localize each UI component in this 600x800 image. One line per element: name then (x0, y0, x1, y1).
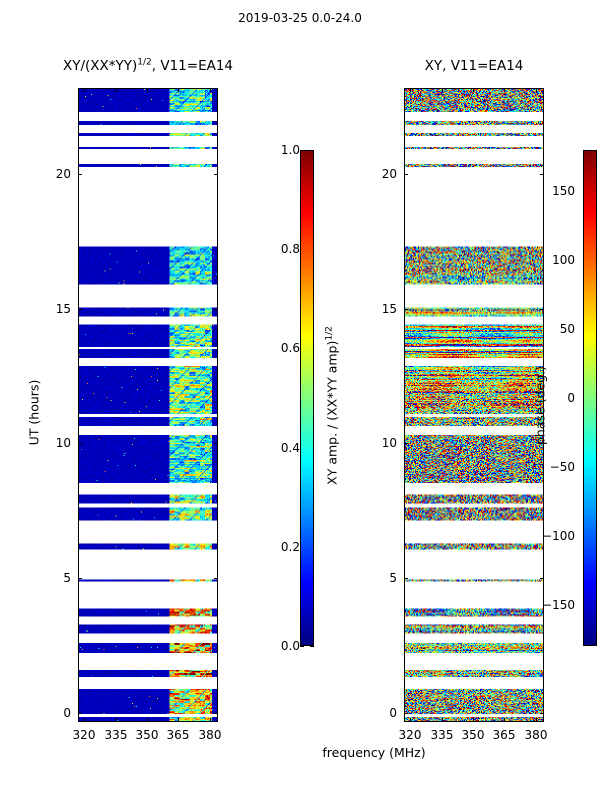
x-tick-1-4 (536, 718, 537, 722)
phase-colorbar-gradient (584, 151, 596, 645)
y-tick-1-1 (404, 578, 408, 579)
x-tick-0-0 (84, 718, 85, 722)
y-tick-0-0 (78, 713, 82, 714)
amplitude-colorbar-label-superscript: 1/2 (324, 326, 335, 341)
y-ticklabel-1-2: 10 (381, 436, 397, 450)
x-tick-top-0-1 (116, 88, 117, 92)
y-tick-right-0-1 (214, 578, 218, 579)
cbar-amp-ticklabel-2: 0.4 (280, 441, 300, 455)
left-panel-title-tail: , V11=EA14 (151, 58, 234, 74)
x-tick-top-1-1 (442, 88, 443, 92)
left-panel-title-main: XY/(XX*YY) (62, 58, 138, 74)
y-tick-right-1-2 (540, 443, 544, 444)
y-ticklabel-0-4: 20 (55, 167, 71, 181)
x-tick-top-0-4 (210, 88, 211, 92)
x-tick-top-1-4 (536, 88, 537, 92)
y-ticklabel-0-0: 0 (63, 706, 71, 720)
left-panel-title: XY/(XX*YY)1/2, V11=EA14 (48, 58, 248, 74)
left-waterfall-plot (78, 88, 218, 722)
y-tick-right-1-0 (540, 713, 544, 714)
x-ticklabel-1-4: 380 (524, 728, 548, 742)
cbar-amp-tick-r-0 (310, 646, 314, 647)
y-tick-right-0-3 (214, 309, 218, 310)
x-tick-1-0 (410, 718, 411, 722)
x-ticklabel-0-4: 380 (198, 728, 222, 742)
cbar-amp-ticklabel-4: 0.8 (280, 242, 300, 256)
cbar-phase-ticklabel-1: −100 (542, 529, 575, 543)
y-tick-1-4 (404, 174, 408, 175)
cbar-phase-ticklabel-6: 150 (552, 184, 575, 198)
y-tick-1-2 (404, 443, 408, 444)
y-tick-right-1-4 (540, 174, 544, 175)
x-tick-top-0-2 (147, 88, 148, 92)
amplitude-colorbar (300, 150, 314, 646)
phase-colorbar (583, 150, 597, 646)
cbar-phase-ticklabel-2: −50 (549, 460, 575, 474)
amplitude-colorbar-gradient (301, 151, 313, 645)
y-tick-0-4 (78, 174, 82, 175)
y-tick-right-0-4 (214, 174, 218, 175)
y-tick-right-0-0 (214, 713, 218, 714)
x-axis-label: frequency (MHz) (322, 745, 426, 760)
y-ticklabel-0-3: 15 (55, 302, 71, 316)
x-tick-top-1-2 (473, 88, 474, 92)
amplitude-ratio-heatmap (79, 89, 217, 721)
y-tick-1-0 (404, 713, 408, 714)
x-tick-0-1 (116, 718, 117, 722)
x-ticklabel-1-3: 365 (492, 728, 516, 742)
cbar-phase-ticklabel-4: 50 (559, 322, 575, 336)
y-ticklabel-1-1: 5 (389, 571, 397, 585)
y-ticklabel-1-3: 15 (381, 302, 397, 316)
left-panel-title-superscript: 1/2 (137, 57, 152, 68)
cbar-phase-ticklabel-5: 100 (552, 253, 575, 267)
x-tick-1-3 (504, 718, 505, 722)
cbar-amp-ticklabel-5: 1.0 (280, 143, 300, 157)
x-tick-top-0-0 (84, 88, 85, 92)
cbar-amp-tick-0 (300, 646, 304, 647)
x-tick-1-2 (473, 718, 474, 722)
figure-suptitle: 2019-03-25 0.0-24.0 (238, 11, 362, 25)
x-tick-1-1 (442, 718, 443, 722)
cbar-amp-ticklabel-3: 0.6 (280, 341, 300, 355)
y-ticklabel-0-2: 10 (55, 436, 71, 450)
y-ticklabel-1-4: 20 (381, 167, 397, 181)
y-ticklabel-0-1: 5 (63, 571, 71, 585)
amplitude-colorbar-label-main: XY amp. / (XX*YY amp) (324, 340, 340, 485)
x-tick-top-0-3 (178, 88, 179, 92)
y-tick-right-1-3 (540, 309, 544, 310)
y-tick-0-1 (78, 578, 82, 579)
y-tick-0-3 (78, 309, 82, 310)
cbar-amp-ticklabel-1: 0.2 (280, 540, 300, 554)
y-tick-right-0-2 (214, 443, 218, 444)
x-ticklabel-1-0: 320 (398, 728, 422, 742)
cbar-phase-ticklabel-0: −150 (542, 598, 575, 612)
x-ticklabel-0-3: 365 (166, 728, 190, 742)
y-tick-1-3 (404, 309, 408, 310)
amplitude-colorbar-label: XY amp. / (XX*YY amp)1/2 (324, 276, 340, 536)
y-ticklabel-1-0: 0 (389, 706, 397, 720)
x-tick-top-1-3 (504, 88, 505, 92)
phase-colorbar-label: phase (deg.) (532, 366, 548, 445)
x-tick-0-4 (210, 718, 211, 722)
x-tick-0-2 (147, 718, 148, 722)
right-waterfall-plot (404, 88, 544, 722)
x-ticklabel-0-2: 350 (135, 728, 159, 742)
cbar-amp-ticklabel-0: 0.0 (280, 639, 300, 653)
x-ticklabel-1-2: 350 (461, 728, 485, 742)
phase-heatmap (405, 89, 543, 721)
x-ticklabel-0-1: 335 (104, 728, 128, 742)
cbar-phase-ticklabel-3: 0 (567, 391, 575, 405)
x-tick-0-3 (178, 718, 179, 722)
y-axis-label: UT (hours) (26, 379, 42, 446)
y-tick-0-2 (78, 443, 82, 444)
x-ticklabel-1-1: 335 (430, 728, 454, 742)
x-tick-top-1-0 (410, 88, 411, 92)
y-tick-right-1-1 (540, 578, 544, 579)
right-panel-title: XY, V11=EA14 (424, 58, 524, 74)
x-ticklabel-0-0: 320 (72, 728, 96, 742)
